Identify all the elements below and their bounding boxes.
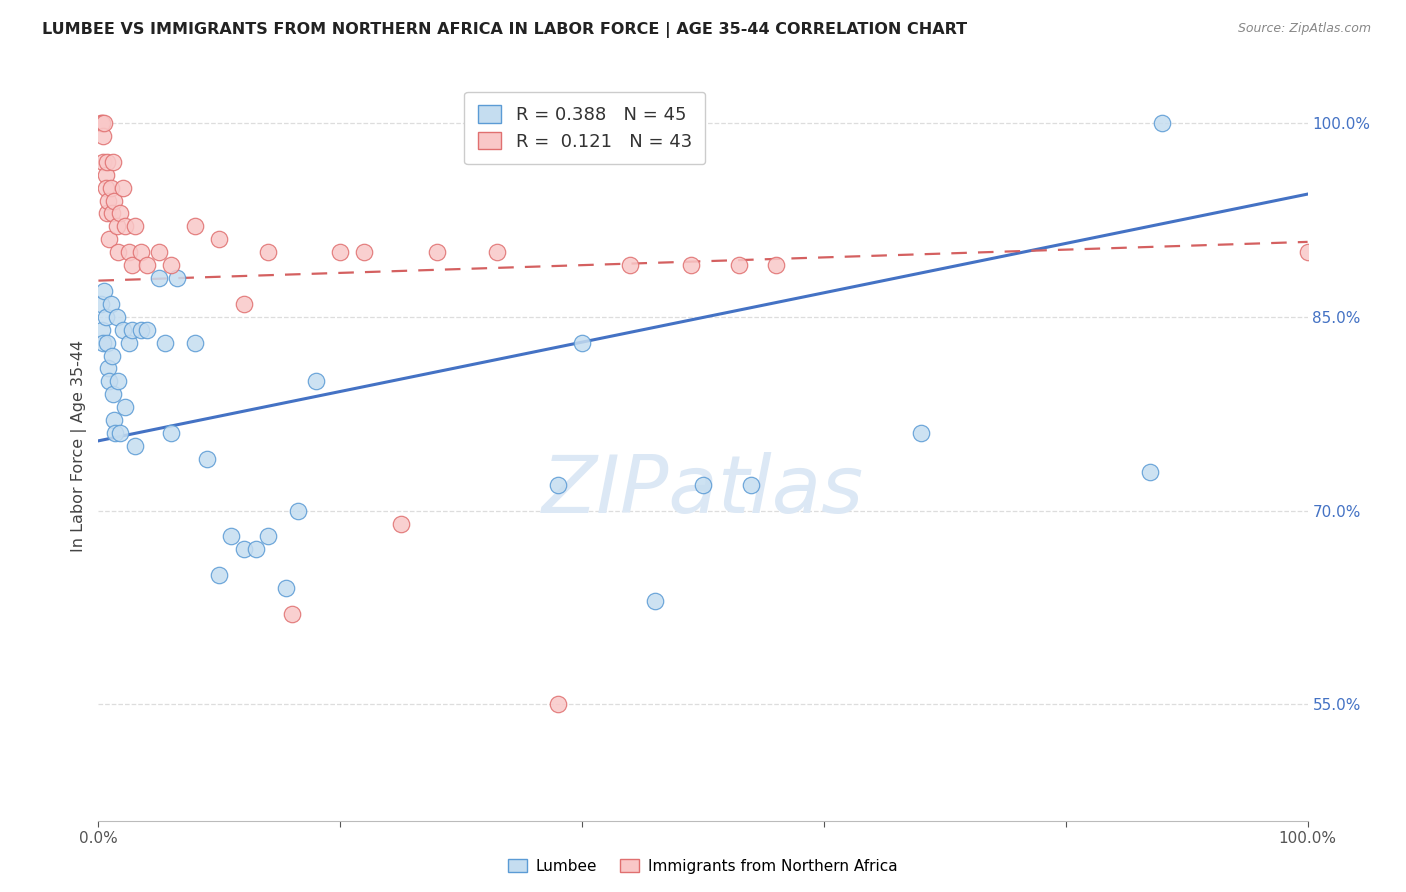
Point [101, 154, 124, 169]
Point [91, 154, 114, 169]
Point [91, 128, 114, 143]
Point [97, 194, 120, 208]
Point [118, 245, 141, 260]
Point [166, 271, 188, 285]
Point [103, 413, 125, 427]
Point [148, 245, 170, 260]
Legend: Lumbee, Immigrants from Northern Africa: Lumbee, Immigrants from Northern Africa [502, 853, 904, 880]
Point [740, 477, 762, 491]
Point [96, 206, 118, 220]
Point [160, 426, 183, 441]
Point [90, 116, 112, 130]
Point [184, 335, 207, 350]
Point [93, 284, 115, 298]
Point [118, 335, 141, 350]
Point [728, 258, 751, 272]
Point [274, 581, 297, 595]
Point [1296, 245, 1319, 260]
Point [195, 451, 218, 466]
Point [619, 258, 641, 272]
Point [94, 168, 117, 182]
Point [121, 258, 143, 272]
Point [94, 310, 117, 324]
Point [692, 477, 714, 491]
Point [547, 698, 569, 712]
Point [98, 375, 121, 389]
Point [232, 542, 254, 557]
Point [329, 245, 352, 260]
Point [160, 258, 183, 272]
Point [426, 245, 449, 260]
Point [111, 323, 134, 337]
Point [486, 245, 509, 260]
Point [129, 245, 152, 260]
Point [91, 323, 114, 337]
Point [305, 375, 328, 389]
Point [97, 361, 120, 376]
Point [232, 297, 254, 311]
Point [103, 194, 125, 208]
Point [101, 387, 124, 401]
Point [135, 258, 157, 272]
Point [111, 180, 134, 194]
Point [108, 206, 131, 220]
Point [1139, 465, 1161, 479]
Point [910, 426, 932, 441]
Point [208, 568, 231, 582]
Point [644, 594, 666, 608]
Point [281, 607, 304, 621]
Point [100, 206, 122, 220]
Point [94, 180, 117, 194]
Point [547, 477, 569, 491]
Point [104, 426, 127, 441]
Text: ZIPatlas: ZIPatlas [541, 452, 865, 530]
Point [221, 529, 243, 543]
Point [153, 335, 176, 350]
Point [389, 516, 412, 531]
Point [91, 116, 114, 130]
Point [107, 375, 129, 389]
Point [679, 258, 702, 272]
Point [108, 426, 131, 441]
Point [124, 439, 146, 453]
Point [107, 245, 129, 260]
Point [148, 271, 170, 285]
Text: Source: ZipAtlas.com: Source: ZipAtlas.com [1237, 22, 1371, 36]
Point [96, 335, 118, 350]
Point [121, 323, 143, 337]
Point [96, 154, 118, 169]
Point [114, 219, 136, 234]
Point [105, 310, 128, 324]
Point [765, 258, 787, 272]
Point [571, 335, 593, 350]
Point [93, 116, 115, 130]
Point [129, 323, 152, 337]
Text: LUMBEE VS IMMIGRANTS FROM NORTHERN AFRICA IN LABOR FORCE | AGE 35-44 CORRELATION: LUMBEE VS IMMIGRANTS FROM NORTHERN AFRIC… [42, 22, 967, 38]
Point [105, 219, 128, 234]
Point [256, 245, 278, 260]
Point [287, 503, 309, 517]
Point [100, 180, 122, 194]
Point [1152, 116, 1174, 130]
Point [124, 219, 146, 234]
Point [98, 232, 121, 246]
Point [256, 529, 278, 543]
Point [208, 232, 231, 246]
Point [90, 297, 112, 311]
Point [353, 245, 375, 260]
Point [135, 323, 157, 337]
Y-axis label: In Labor Force | Age 35-44: In Labor Force | Age 35-44 [72, 340, 87, 552]
Point [91, 335, 114, 350]
Point [114, 401, 136, 415]
Legend: R = 0.388   N = 45, R =  0.121   N = 43: R = 0.388 N = 45, R = 0.121 N = 43 [464, 92, 706, 164]
Point [184, 219, 207, 234]
Point [245, 542, 267, 557]
Point [100, 297, 122, 311]
Point [100, 349, 122, 363]
